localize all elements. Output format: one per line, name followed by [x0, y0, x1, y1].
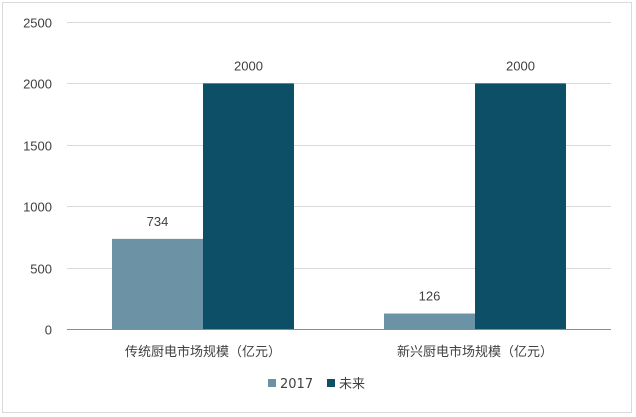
y-tick-label: 1500 [23, 139, 52, 154]
x-category-label: 新兴厨电市场规模（亿元） [397, 344, 553, 360]
y-tick-label: 0 [45, 323, 52, 338]
data-label: 2000 [506, 58, 535, 73]
legend-label: 未来 [339, 377, 365, 392]
y-axis-tick-labels: 0 500 1000 1500 2000 2500 [23, 16, 52, 338]
data-labels: 734 2000 126 2000 [147, 58, 535, 303]
legend-swatch [268, 379, 276, 387]
legend-label: 2017 [280, 377, 313, 392]
bars [112, 83, 566, 330]
y-tick-label: 2000 [23, 77, 52, 92]
y-tick-label: 500 [30, 262, 52, 277]
bar-series-2 [475, 83, 566, 330]
legend-swatch [327, 379, 335, 387]
x-axis-category-labels: 传统厨电市场规模（亿元） 新兴厨电市场规模（亿元） [125, 344, 553, 360]
data-label: 734 [147, 214, 169, 229]
bar-series-1 [112, 238, 203, 329]
bar-series-1 [384, 313, 475, 329]
data-label: 2000 [234, 58, 263, 73]
y-tick-label: 2500 [23, 16, 52, 31]
data-label: 126 [419, 289, 441, 304]
legend: 2017 未来 [268, 377, 365, 392]
x-category-label: 传统厨电市场规模（亿元） [125, 344, 281, 360]
bar-series-2 [203, 83, 294, 330]
y-tick-label: 1000 [23, 200, 52, 215]
